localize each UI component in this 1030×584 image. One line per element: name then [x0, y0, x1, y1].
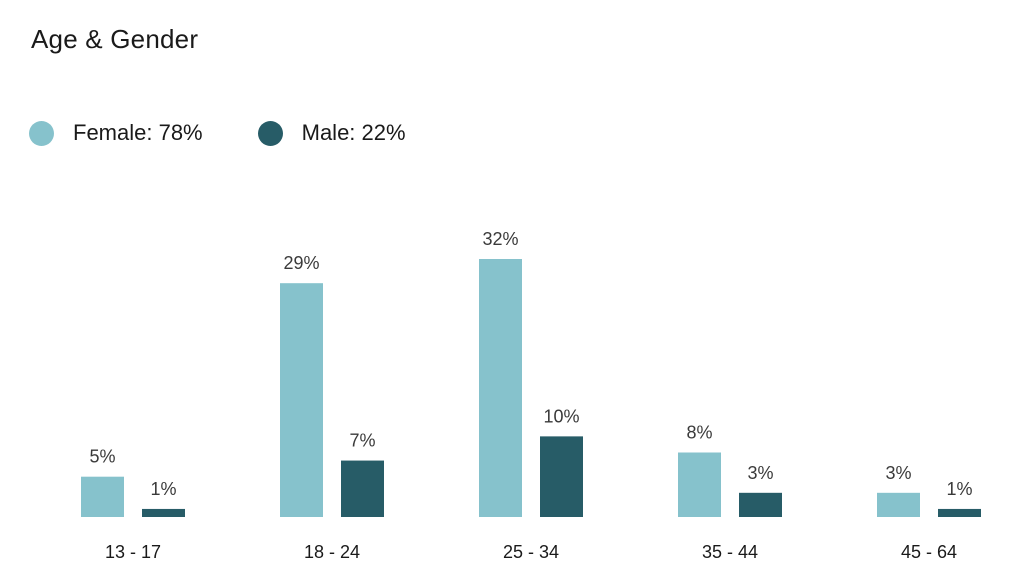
x-tick-label-3: 25 - 34: [503, 542, 559, 562]
data-label-female-5: 3%: [885, 463, 911, 483]
data-label-male-4: 3%: [747, 463, 773, 483]
legend-label-male: Male: 22%: [301, 120, 406, 145]
bar-female-2: [280, 283, 323, 517]
bar-male-3: [540, 436, 583, 517]
legend-label-female: Female: 78%: [73, 120, 203, 145]
bar-female-5: [877, 492, 920, 517]
legend: Female: 78% Male: 22%: [29, 120, 461, 146]
data-label-female-4: 8%: [686, 423, 712, 443]
data-label-male-2: 7%: [349, 431, 375, 451]
legend-swatch-male: [257, 120, 283, 146]
x-tick-label-4: 35 - 44: [702, 542, 758, 562]
bar-male-5: [938, 508, 981, 517]
legend-swatch-female: [29, 120, 54, 146]
x-tick-label-5: 45 - 64: [901, 542, 957, 562]
bar-female-4: [678, 452, 721, 517]
x-tick-label-2: 18 - 24: [304, 542, 360, 562]
bar-male-2: [341, 460, 384, 517]
legend-item-female: Female: 78%: [29, 120, 203, 146]
data-label-female-2: 29%: [283, 253, 319, 273]
chart-title: Age & Gender: [31, 24, 199, 54]
bar-male-4: [739, 492, 782, 517]
legend-item-male: Male: 22%: [257, 120, 406, 146]
x-tick-label-1: 13 - 17: [105, 542, 161, 562]
data-label-female-1: 5%: [89, 447, 115, 467]
data-label-male-3: 10%: [543, 406, 579, 426]
bar-female-1: [81, 476, 124, 517]
data-label-male-1: 1%: [150, 479, 176, 499]
data-label-female-3: 32%: [482, 229, 518, 249]
bar-female-3: [479, 259, 522, 517]
data-label-male-5: 1%: [946, 479, 972, 499]
bar-male-1: [142, 508, 185, 517]
